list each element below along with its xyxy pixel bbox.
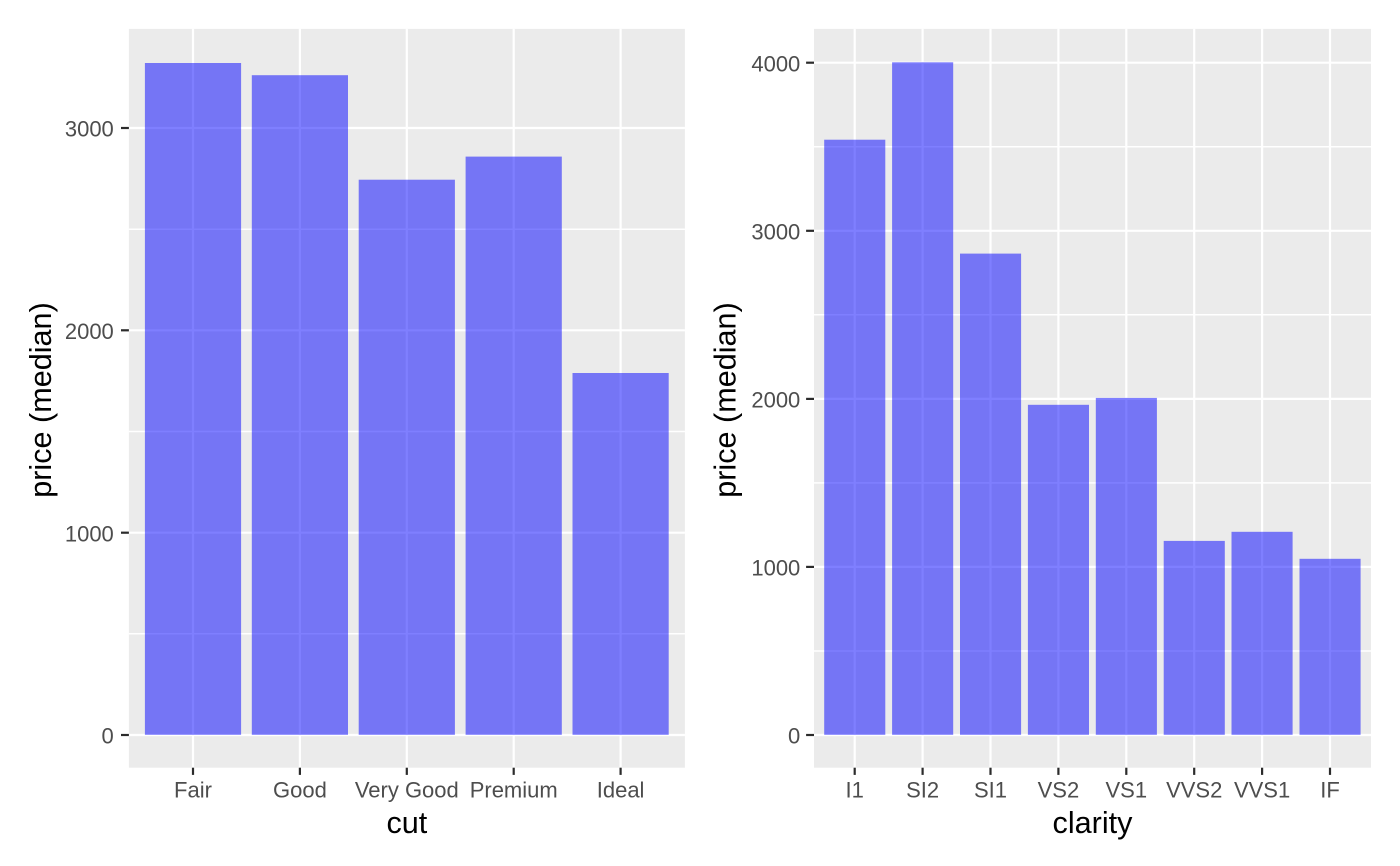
svg-text:VVS2: VVS2 (1166, 778, 1222, 803)
svg-text:price (median): price (median) (709, 302, 743, 498)
svg-text:4000: 4000 (751, 51, 800, 76)
svg-text:clarity: clarity (1053, 806, 1134, 840)
svg-text:1000: 1000 (65, 521, 114, 546)
svg-text:SI1: SI1 (974, 778, 1007, 803)
svg-text:Very Good: Very Good (355, 778, 459, 803)
svg-text:1000: 1000 (751, 556, 800, 581)
svg-text:IF: IF (1320, 778, 1340, 803)
svg-text:2000: 2000 (65, 319, 114, 344)
svg-text:Ideal: Ideal (597, 778, 645, 803)
svg-text:VS2: VS2 (1038, 778, 1080, 803)
svg-text:VS1: VS1 (1106, 778, 1148, 803)
svg-text:Good: Good (273, 778, 327, 803)
svg-text:Premium: Premium (470, 778, 558, 803)
svg-text:cut: cut (386, 806, 427, 840)
svg-text:0: 0 (102, 724, 114, 749)
svg-text:price (median): price (median) (24, 302, 58, 498)
svg-text:3000: 3000 (65, 117, 114, 142)
svg-text:0: 0 (788, 724, 800, 749)
svg-text:3000: 3000 (751, 220, 800, 245)
svg-text:VVS1: VVS1 (1234, 778, 1290, 803)
svg-text:SI2: SI2 (906, 778, 939, 803)
svg-text:Fair: Fair (174, 778, 212, 803)
svg-text:2000: 2000 (751, 388, 800, 413)
svg-text:I1: I1 (846, 778, 864, 803)
